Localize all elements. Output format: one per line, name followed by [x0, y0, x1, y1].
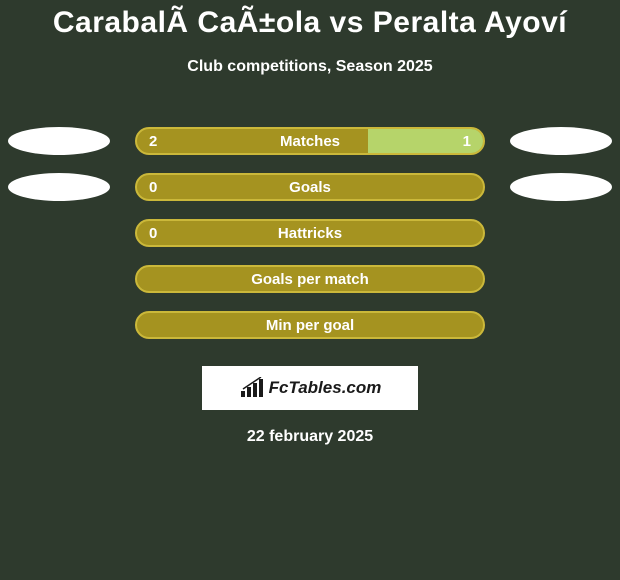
stat-bar: 2 Matches 1 — [135, 127, 485, 155]
player-left-ellipse — [8, 173, 110, 201]
stat-row: Min per goal — [0, 302, 620, 348]
player-right-ellipse — [510, 127, 612, 155]
stat-right-value: 1 — [463, 133, 471, 150]
stats-list: 2 Matches 1 0 Goals 0 Hattricks Goals per match… — [0, 118, 620, 348]
stat-label: Matches — [280, 133, 340, 150]
content-wrapper: CarabalÃ­ CaÃ±ola vs Peralta Ayoví Club … — [0, 0, 620, 446]
player-right-ellipse — [510, 173, 612, 201]
stat-left-value: 0 — [149, 179, 157, 196]
stat-bar: Min per goal — [135, 311, 485, 339]
stat-row: Goals per match — [0, 256, 620, 302]
stat-left-value: 2 — [149, 133, 157, 150]
footer-date: 22 february 2025 — [0, 428, 620, 446]
fctables-icon — [239, 377, 267, 399]
stat-bar: Goals per match — [135, 265, 485, 293]
page-subtitle: Club competitions, Season 2025 — [0, 58, 620, 76]
watermark-text: FcTables.com — [269, 378, 382, 398]
stat-label: Goals — [289, 179, 331, 196]
stat-label: Hattricks — [278, 225, 342, 242]
stat-row: 0 Hattricks — [0, 210, 620, 256]
watermark: FcTables.com — [202, 366, 418, 410]
stat-bar: 0 Hattricks — [135, 219, 485, 247]
stat-label: Goals per match — [251, 271, 369, 288]
stat-row: 2 Matches 1 — [0, 118, 620, 164]
stat-bar: 0 Goals — [135, 173, 485, 201]
stat-label: Min per goal — [266, 317, 354, 334]
player-left-ellipse — [8, 127, 110, 155]
page-title: CarabalÃ­ CaÃ±ola vs Peralta Ayoví — [0, 6, 620, 40]
stat-left-value: 0 — [149, 225, 157, 242]
stat-row: 0 Goals — [0, 164, 620, 210]
